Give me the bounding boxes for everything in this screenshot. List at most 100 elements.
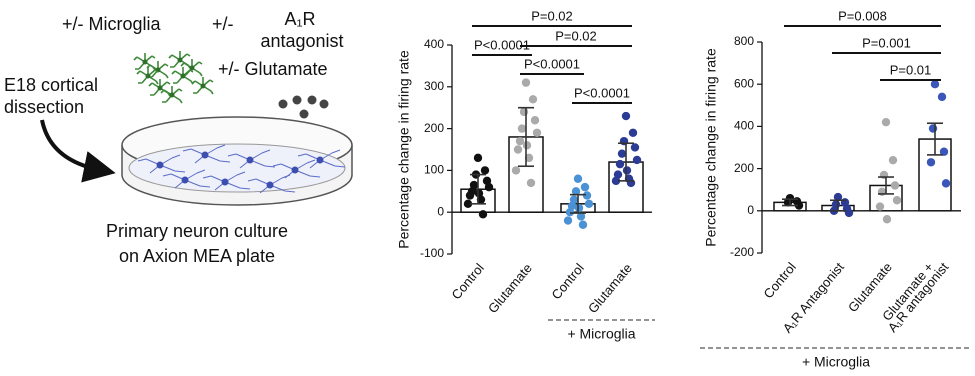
- data-point: [463, 199, 473, 209]
- significance-label: P=0.01: [890, 62, 932, 77]
- data-point: [478, 210, 488, 219]
- data-point: [465, 191, 475, 200]
- culture-dish: [121, 116, 353, 206]
- y-tick-label: 200: [424, 121, 444, 135]
- data-point: [794, 201, 804, 210]
- data-point: [615, 159, 625, 169]
- error-bar: [470, 173, 486, 205]
- significance-label: P=0.02: [531, 8, 573, 23]
- data-point: [632, 155, 642, 165]
- y-tick-label: 300: [424, 79, 444, 93]
- data-point: [888, 155, 898, 165]
- data-point: [937, 92, 947, 102]
- data-point: [930, 80, 940, 89]
- bar: [608, 161, 644, 213]
- data-point: [626, 178, 636, 188]
- x-tick-label: Glutamate: [485, 260, 535, 316]
- data-point: [941, 179, 951, 188]
- data-point: [833, 192, 843, 202]
- data-point: [622, 166, 632, 175]
- data-point: [879, 170, 889, 180]
- y-tick-label: 400: [424, 37, 444, 51]
- y-tick-label: 0: [437, 204, 444, 218]
- error-bar: [618, 142, 634, 182]
- data-point: [875, 202, 885, 211]
- data-point: [928, 124, 938, 133]
- data-point: [844, 208, 854, 218]
- error-bar: [782, 198, 798, 207]
- glutamate-label: +/- Glutamate: [218, 59, 328, 79]
- significance-label: P<0.0001: [524, 56, 580, 71]
- error-bar: [518, 106, 534, 168]
- data-point: [480, 166, 490, 175]
- data-point: [522, 141, 532, 150]
- group-label: + Microglia: [567, 326, 635, 342]
- data-point: [574, 203, 584, 213]
- data-point: [576, 212, 586, 221]
- glutamate-dots: [278, 95, 329, 119]
- data-point: [515, 136, 525, 146]
- data-point: [532, 128, 542, 137]
- data-point: [877, 187, 887, 197]
- data-point: [511, 166, 521, 175]
- data-point: [526, 178, 536, 188]
- y-tick-label: 800: [734, 34, 754, 48]
- culture-label: on Axion MEA plate: [119, 246, 275, 266]
- group-label: + Microglia: [802, 354, 870, 370]
- data-point: [517, 124, 527, 133]
- x-tick-label: Glutamate: [585, 260, 635, 316]
- y-tick-label: 600: [734, 76, 754, 90]
- data-point: [882, 215, 892, 224]
- significance-label: P=0.008: [838, 8, 887, 23]
- data-point: [892, 196, 902, 205]
- data-point: [580, 182, 590, 192]
- significance-label: P<0.0001: [574, 85, 630, 100]
- significance-label: P<0.0001: [474, 37, 530, 52]
- data-point: [530, 116, 540, 125]
- data-point: [519, 107, 529, 117]
- antagonist-label: A₁R: [284, 9, 315, 29]
- y-axis-label: Percentage change in firing rate: [703, 48, 719, 247]
- y-axis-label: Percentage change in firing rate: [396, 50, 412, 249]
- dissection-label: dissection: [4, 97, 84, 117]
- y-tick-label: 100: [424, 163, 444, 177]
- data-point: [881, 117, 891, 127]
- data-point: [513, 145, 523, 154]
- antagonist-prefix: +/-: [212, 14, 234, 34]
- data-point: [473, 153, 483, 163]
- y-tick-label: 400: [734, 119, 754, 133]
- data-point: [619, 136, 629, 146]
- error-bar: [830, 199, 846, 212]
- significance-label: P=0.02: [555, 28, 597, 43]
- data-point: [573, 174, 583, 183]
- data-point: [524, 153, 534, 163]
- data-point: [630, 143, 640, 152]
- data-point: [621, 111, 631, 121]
- data-point: [571, 187, 581, 196]
- data-point: [926, 158, 936, 167]
- x-tick-label: Control: [448, 260, 486, 302]
- data-point: [628, 128, 638, 137]
- data-point: [611, 176, 621, 186]
- data-point: [890, 181, 900, 190]
- data-point: [484, 182, 494, 192]
- microglia-icons: [133, 50, 214, 104]
- x-tick-label: Control: [760, 259, 799, 301]
- x-tick-label: Control: [548, 260, 587, 302]
- error-bar: [878, 176, 894, 195]
- significance-label: P=0.001: [862, 35, 911, 50]
- data-point: [476, 195, 486, 204]
- data-point: [578, 220, 588, 229]
- y-tick-label: -100: [420, 246, 444, 260]
- data-point: [563, 216, 573, 225]
- data-point: [617, 149, 627, 158]
- y-tick-label: 0: [747, 203, 754, 217]
- data-point: [521, 78, 531, 87]
- data-point: [528, 95, 538, 104]
- data-point: [584, 199, 594, 209]
- schematic: +/- Microglia +/- A₁R antagonist +/- Glu…: [4, 9, 353, 266]
- data-point: [939, 147, 949, 156]
- data-point: [565, 208, 575, 217]
- y-tick-label: 200: [734, 161, 754, 175]
